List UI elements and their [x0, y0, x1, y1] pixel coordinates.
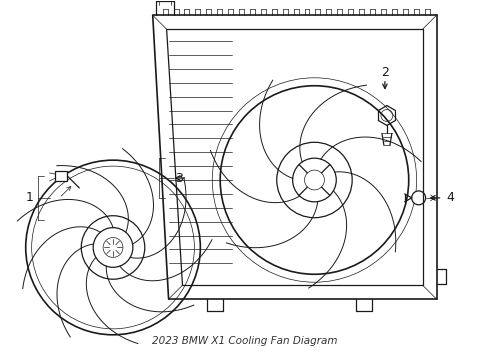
Bar	[55, 171, 68, 181]
Text: 4: 4	[446, 192, 454, 204]
Circle shape	[412, 191, 426, 205]
Text: 3: 3	[175, 171, 183, 185]
Text: 2: 2	[381, 66, 389, 79]
Text: 1: 1	[26, 192, 34, 204]
Text: 2023 BMW X1 Cooling Fan Diagram: 2023 BMW X1 Cooling Fan Diagram	[152, 336, 338, 346]
